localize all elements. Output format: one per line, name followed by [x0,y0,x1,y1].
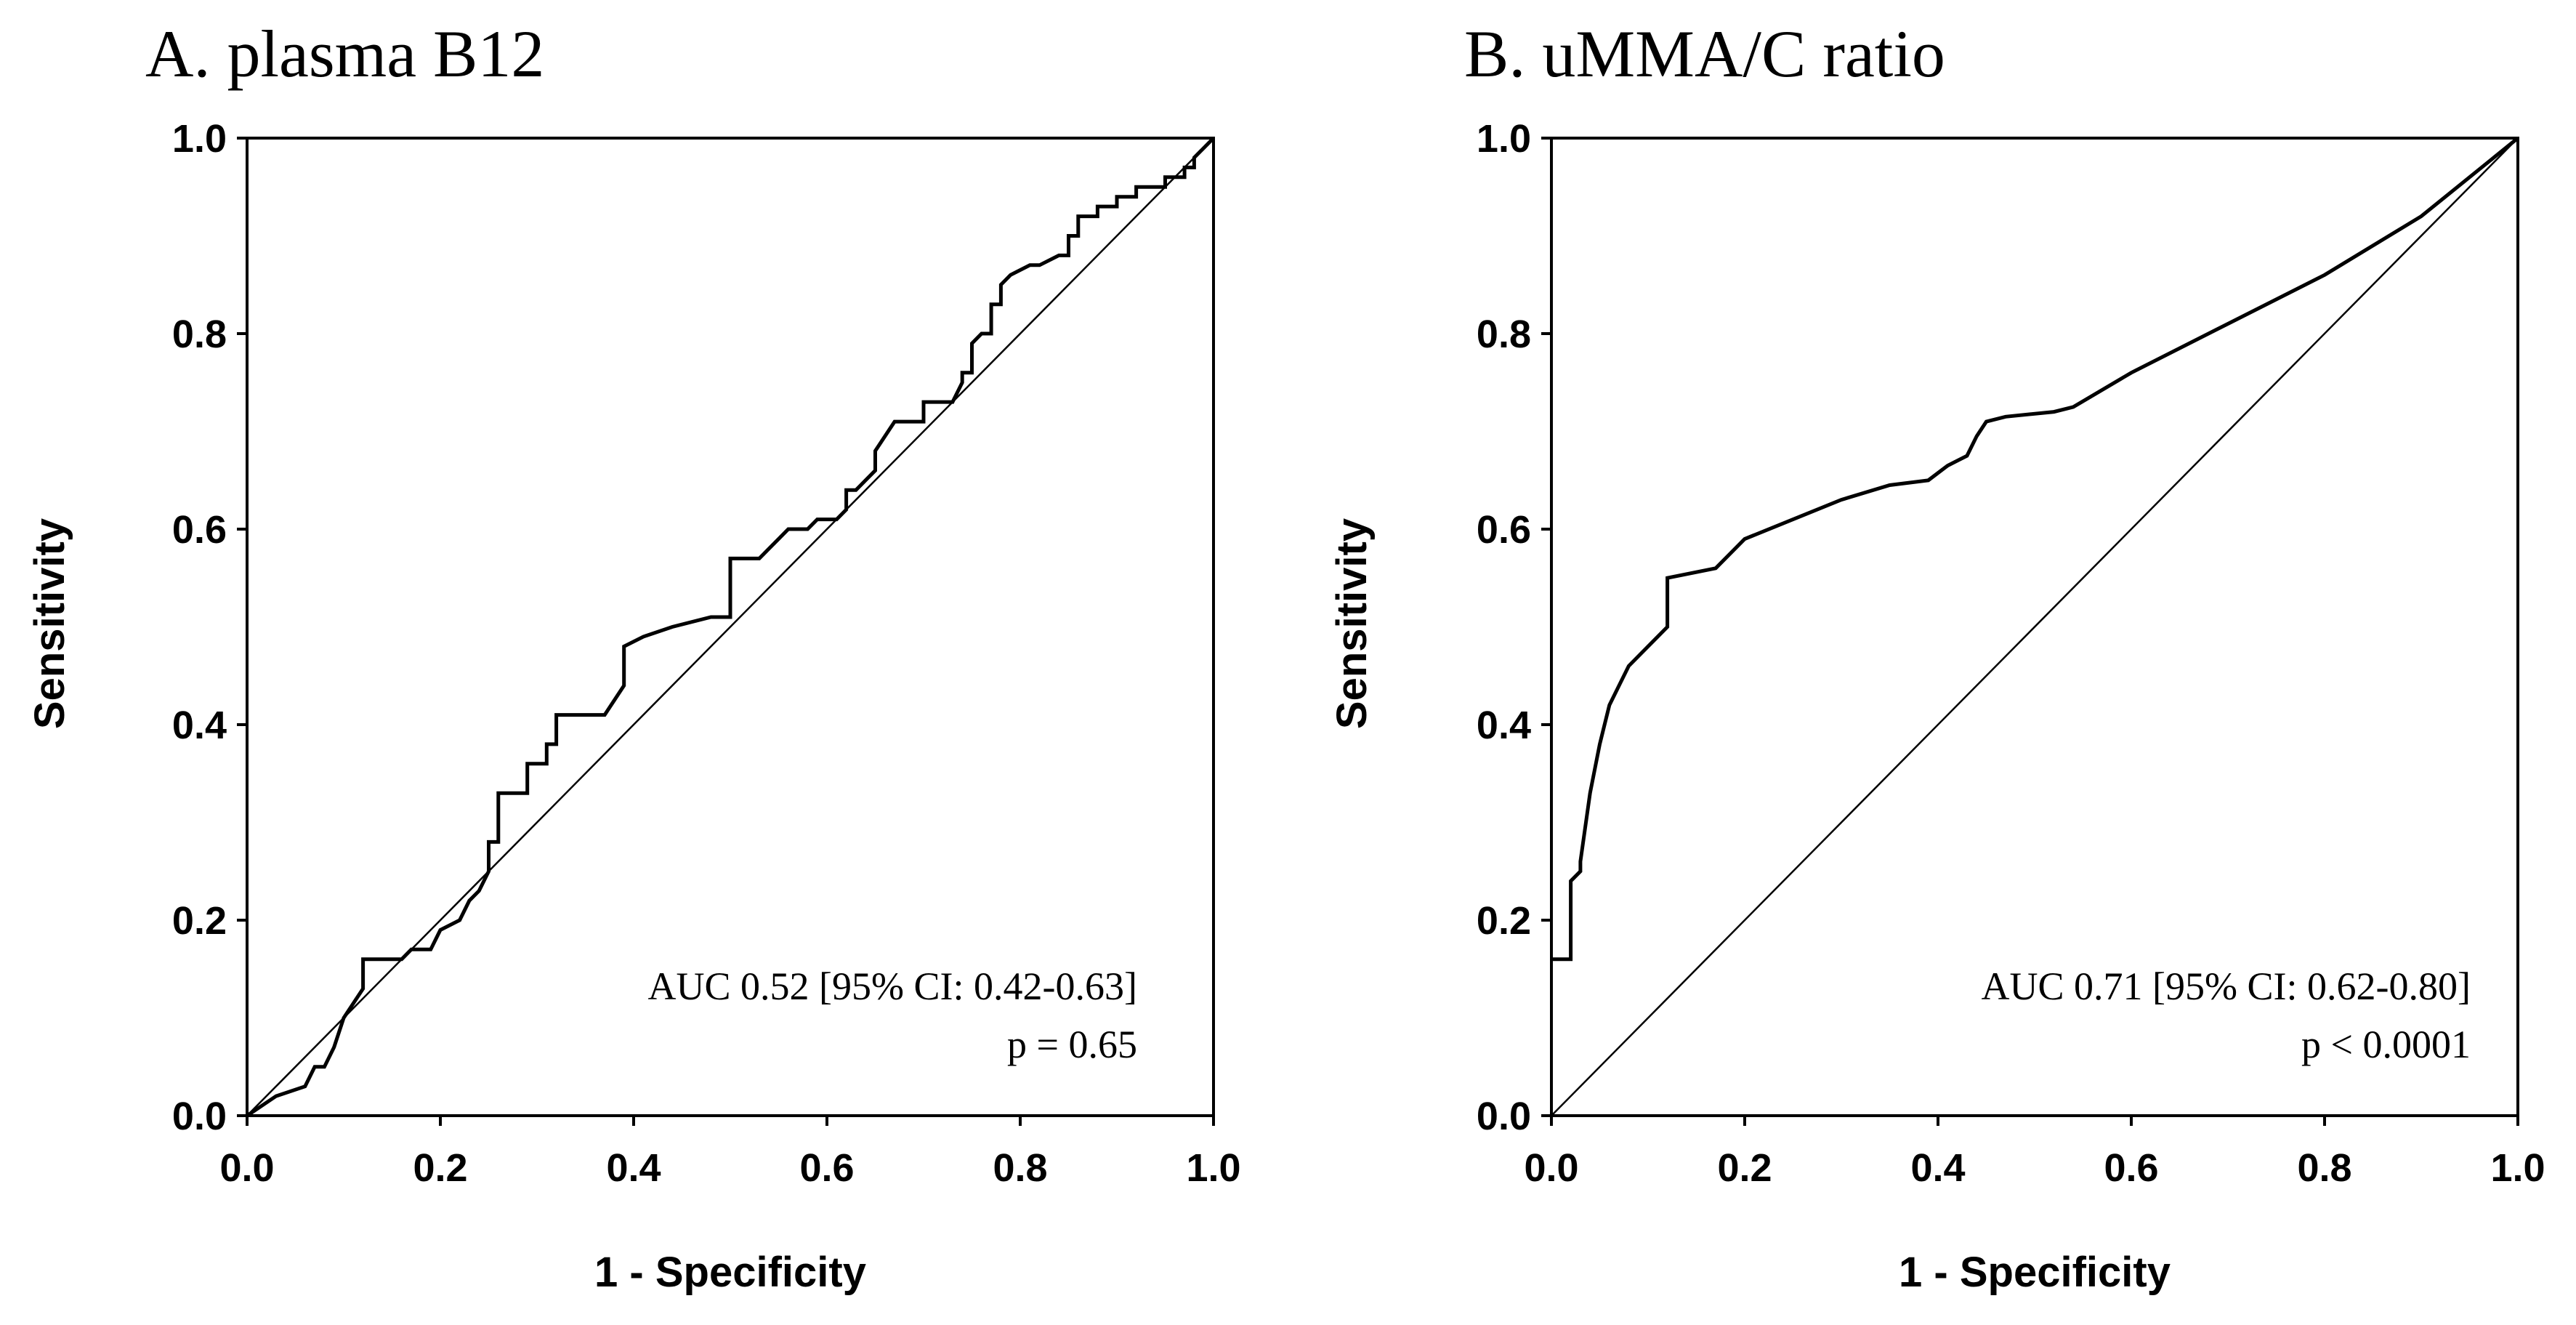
panel-a-y-tick-label: 0.0 [172,1095,227,1138]
panel-b-auc-annotation: AUC 0.71 [95% CI: 0.62-0.80] [1982,964,2471,1008]
panel-a-x-tick-label: 0.6 [799,1146,854,1190]
panel-b-y-tick-label: 0.8 [1477,313,1531,356]
panel-a-p-value: p = 0.65 [1007,1023,1137,1066]
panel-b: B. uMMA/C ratio 0.00.20.40.60.81.0 0.0 0.… [1328,17,2545,1296]
panel-a-x-tick-label: 0.0 [219,1146,274,1190]
panel-a-y-axis-label: Sensitivity [26,518,73,729]
panel-b-plot-frame [1550,137,2519,1117]
panel-b-x-tick-label: 0.0 [1524,1146,1578,1190]
panel-a-reference-diagonal [246,137,1214,1116]
panel-b-p-value: p < 0.0001 [2301,1023,2471,1066]
panel-a-auc-annotation: AUC 0.52 [95% CI: 0.42-0.63] [648,964,1137,1008]
panel-a-x-tick-label: 0.2 [413,1146,467,1190]
panel-b-x-tick-label: 0.4 [1910,1146,1965,1190]
panel-a-x-tick-label: 0.8 [993,1146,1047,1190]
panel-a-x-axis-label: 1 - Specificity [594,1249,866,1296]
panel-b-y-tick-label: 0.0 [1477,1095,1531,1138]
panel-b-roc-curve [1551,137,2519,962]
panel-b-y-tick-label: 1.0 [1477,117,1531,161]
panel-b-y-axis-label: Sensitivity [1328,518,1376,729]
panel-a-y-tick-label: 0.2 [172,899,227,943]
panel-a-title: A. plasma B12 [145,17,544,91]
panel-a-y-tick-label: 0.6 [172,508,227,552]
panel-a-y-tick-label: 0.4 [172,704,227,747]
panel-b-plot-area [1550,137,2519,1117]
panel-a-x-ticks: 0.0 0.2 0.4 0.6 0.8 1.0 [219,1116,1241,1190]
panel-a-plot-area [246,137,1215,1118]
panel-b-x-tick-label: 0.2 [1717,1146,1772,1190]
panel-b-y-tick-label: 0.6 [1477,508,1531,552]
panel-b-y-tick-label: 0.2 [1477,899,1531,943]
panel-b-x-tick-label: 0.6 [2104,1146,2158,1190]
panel-a-x-tick-label: 0.4 [606,1146,661,1190]
panel-b-x-tick-label: 0.8 [2297,1146,2351,1190]
panel-b-y-tick-label: 0.4 [1477,704,1531,747]
panel-a-y-tick-label: 1.0 [172,117,227,161]
panel-a-y-tick-label: 0.8 [172,313,227,356]
panel-a-plot-frame [246,137,1215,1117]
panel-b-y-ticks: 0.0 0.2 0.4 0.6 0.8 1.0 [1477,117,1551,1138]
panel-b-x-ticks: 0.0 0.2 0.4 0.6 0.8 1.0 [1524,1116,2545,1190]
panel-a-y-ticks: 0.0 0.2 0.4 0.6 0.8 1.0 [172,117,247,1138]
panel-a: A. plasma B12 0.00.20.40.60.81.0 0.0 0.2 0… [26,17,1241,1296]
panel-b-x-axis-label: 1 - Specificity [1899,1249,2171,1296]
panel-b-title: B. uMMA/C ratio [1464,17,1945,91]
panel-b-x-tick-label: 1.0 [2490,1146,2545,1190]
panel-a-x-tick-label: 1.0 [1186,1146,1240,1190]
panel-b-reference-diagonal [1551,137,2519,1116]
